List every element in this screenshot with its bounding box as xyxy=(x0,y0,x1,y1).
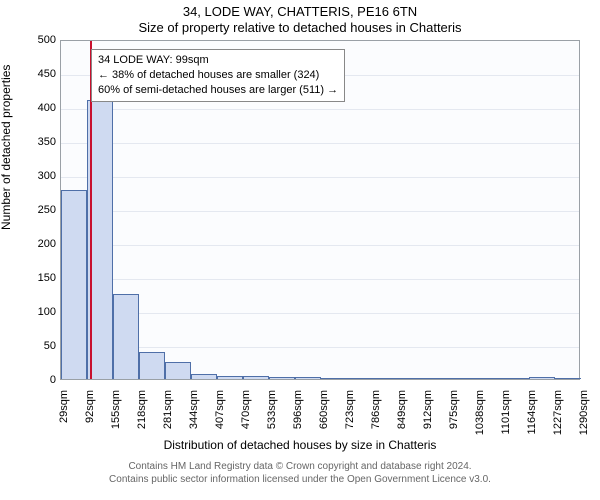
y-tick-label: 450 xyxy=(30,68,56,80)
histogram-bar xyxy=(113,294,139,379)
chart-container: { "layout": { "title_top": 4, "subtitle_… xyxy=(0,0,600,500)
histogram-bar xyxy=(425,378,451,379)
histogram-bar xyxy=(243,376,269,379)
histogram-bar xyxy=(165,362,191,379)
x-tick-label: 218sqm xyxy=(136,390,148,429)
x-tick-label: 29sqm xyxy=(58,390,70,423)
y-tick-label: 100 xyxy=(30,306,56,318)
x-tick-label: 470sqm xyxy=(240,390,252,429)
gridline xyxy=(61,109,579,110)
y-tick-label: 200 xyxy=(30,238,56,250)
gridline xyxy=(61,143,579,144)
annotation-line-2: ← 38% of detached houses are smaller (32… xyxy=(98,68,338,83)
x-tick-label: 723sqm xyxy=(344,390,356,429)
histogram-bar xyxy=(217,376,243,379)
x-tick-label: 786sqm xyxy=(370,390,382,429)
histogram-bar xyxy=(477,378,503,379)
histogram-bar xyxy=(529,377,555,379)
x-tick-label: 596sqm xyxy=(292,390,304,429)
x-tick-label: 849sqm xyxy=(396,390,408,429)
y-tick-label: 150 xyxy=(30,272,56,284)
footer-line-1: Contains HM Land Registry data © Crown c… xyxy=(0,460,600,473)
histogram-bar xyxy=(451,378,477,379)
x-tick-label: 92sqm xyxy=(84,390,96,423)
x-tick-label: 155sqm xyxy=(110,390,122,429)
histogram-bar xyxy=(269,377,295,379)
y-tick-label: 0 xyxy=(30,374,56,386)
histogram-bar xyxy=(555,378,581,379)
annotation-box: 34 LODE WAY: 99sqm ← 38% of detached hou… xyxy=(91,49,345,102)
footer-attribution: Contains HM Land Registry data © Crown c… xyxy=(0,460,600,486)
y-tick-label: 300 xyxy=(30,170,56,182)
x-tick-label: 344sqm xyxy=(188,390,200,429)
gridline xyxy=(61,279,579,280)
histogram-bar xyxy=(503,378,529,379)
x-tick-label: 1164sqm xyxy=(526,390,538,434)
x-tick-label: 407sqm xyxy=(214,390,226,429)
histogram-bar xyxy=(139,352,165,379)
gridline xyxy=(61,211,579,212)
y-tick-label: 50 xyxy=(30,340,56,352)
x-tick-label: 1290sqm xyxy=(578,390,590,435)
chart-title: 34, LODE WAY, CHATTERIS, PE16 6TN xyxy=(0,4,600,19)
histogram-bar xyxy=(347,378,373,379)
histogram-bar xyxy=(321,378,347,379)
y-tick-label: 350 xyxy=(30,136,56,148)
gridline xyxy=(61,177,579,178)
y-tick-label: 400 xyxy=(30,102,56,114)
histogram-bar xyxy=(399,378,425,379)
chart-subtitle: Size of property relative to detached ho… xyxy=(0,20,600,35)
footer-line-2: Contains public sector information licen… xyxy=(0,473,600,486)
x-tick-label: 660sqm xyxy=(318,390,330,429)
annotation-line-3: 60% of semi-detached houses are larger (… xyxy=(98,83,338,98)
annotation-line-1: 34 LODE WAY: 99sqm xyxy=(98,53,338,68)
y-tick-label: 250 xyxy=(30,204,56,216)
x-tick-label: 281sqm xyxy=(162,390,174,429)
histogram-bar xyxy=(191,374,217,379)
x-tick-label: 1227sqm xyxy=(552,390,564,435)
plot-area: 34 LODE WAY: 99sqm ← 38% of detached hou… xyxy=(60,40,580,380)
x-tick-label: 1101sqm xyxy=(500,390,512,434)
histogram-bar xyxy=(295,377,321,379)
y-axis-label: Number of detached properties xyxy=(0,65,13,230)
histogram-bar xyxy=(61,190,87,379)
x-axis-label: Distribution of detached houses by size … xyxy=(0,438,600,452)
y-tick-label: 500 xyxy=(30,34,56,46)
x-tick-label: 533sqm xyxy=(266,390,278,429)
gridline xyxy=(61,245,579,246)
histogram-bar xyxy=(373,378,399,379)
x-tick-label: 1038sqm xyxy=(474,390,486,435)
x-tick-label: 975sqm xyxy=(448,390,460,429)
x-tick-label: 912sqm xyxy=(422,390,434,429)
